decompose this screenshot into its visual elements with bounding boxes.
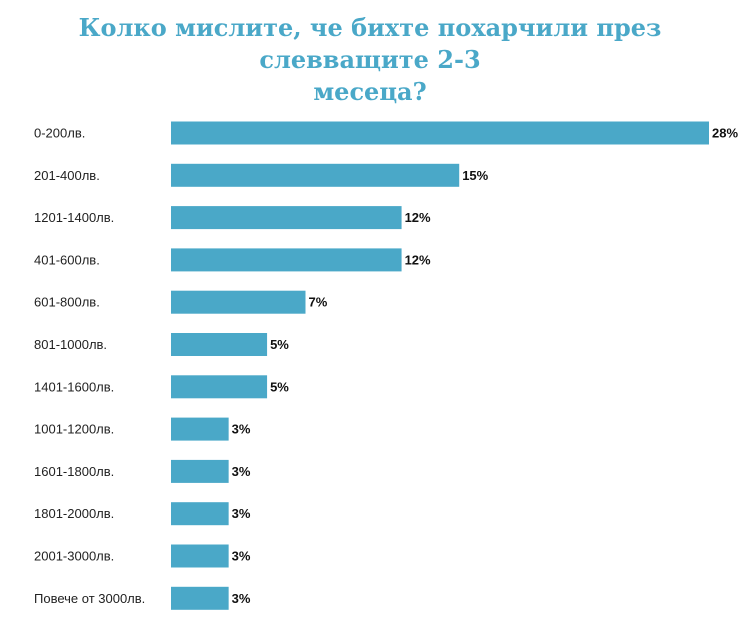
bar [171,417,229,441]
value-label: 28% [712,126,738,141]
category-label: 401-600лв. [34,252,100,267]
value-label: 7% [309,295,328,310]
bar [171,248,402,272]
category-label: 2001-3000лв. [34,549,114,564]
bar [171,163,460,187]
value-label: 3% [232,549,251,564]
value-label: 15% [462,168,488,183]
bar [171,544,229,568]
value-label: 3% [232,422,251,437]
bar [171,290,306,314]
chart-title-line-2: месеца? [313,77,427,106]
bar [171,459,229,483]
category-label: 1201-1400лв. [34,210,114,225]
category-label: Повече от 3000лв. [34,591,145,606]
value-label: 5% [270,379,289,394]
bar [171,121,709,145]
bar [171,206,402,230]
category-label: 601-800лв. [34,295,100,310]
chart-title-line-1: Колко мислите, че бихте похарчили през с… [78,13,662,74]
category-label: 1801-2000лв. [34,506,114,521]
category-label: 801-1000лв. [34,337,107,352]
bar [171,586,229,610]
value-label: 3% [232,464,251,479]
value-label: 3% [232,591,251,606]
value-label: 12% [405,252,431,267]
category-label: 0-200лв. [34,126,85,141]
category-label: 1401-1600лв. [34,379,114,394]
bar [171,375,268,399]
chart-title: Колко мислите, че бихте похарчили през с… [0,12,740,108]
value-label: 3% [232,506,251,521]
value-label: 12% [405,210,431,225]
category-label: 201-400лв. [34,168,100,183]
bar [171,333,268,356]
category-label: 1601-1800лв. [34,464,114,479]
bar [171,502,229,526]
value-label: 5% [270,337,289,352]
category-label: 1001-1200лв. [34,422,114,437]
